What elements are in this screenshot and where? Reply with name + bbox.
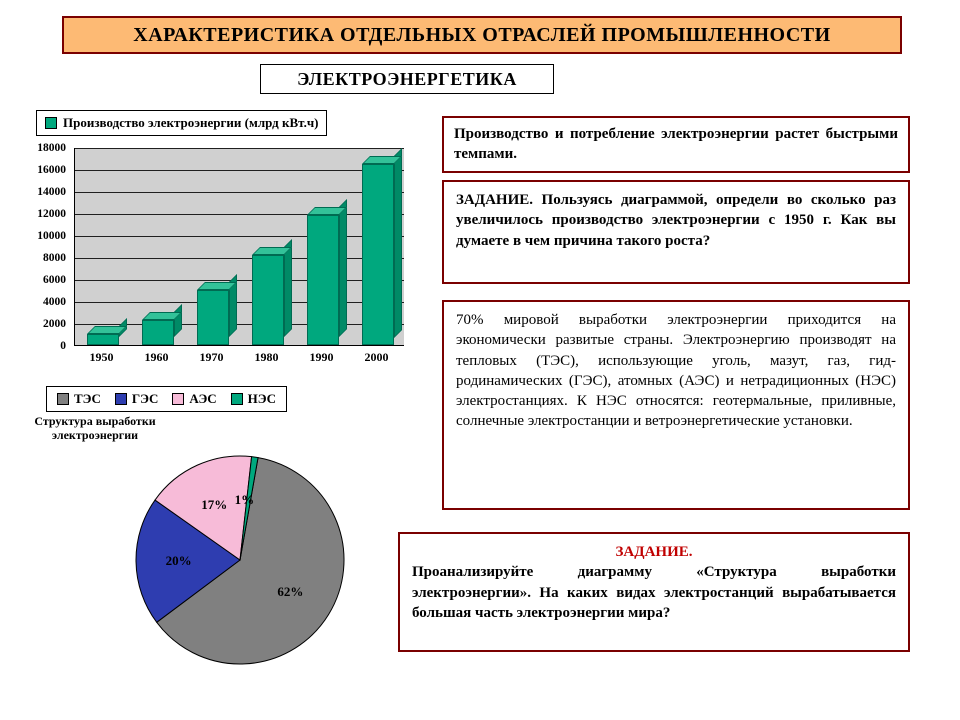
bar xyxy=(142,320,174,345)
intro-text: Производство и потребление электроэнерги… xyxy=(454,126,898,162)
page-header-banner: ХАРАКТЕРИСТИКА ОТДЕЛЬНЫХ ОТРАСЛЕЙ ПРОМЫШ… xyxy=(62,16,902,54)
bar xyxy=(252,255,284,345)
bar xyxy=(362,164,394,346)
pie-legend-swatch xyxy=(231,393,243,405)
pie-slice-label: 1% xyxy=(235,492,255,508)
x-tick-label: 1970 xyxy=(200,350,224,365)
pie-slice-label: 17% xyxy=(201,497,227,513)
y-tick-label: 0 xyxy=(60,340,66,352)
y-tick-label: 18000 xyxy=(37,142,66,154)
pie-legend-item: АЭС xyxy=(172,391,216,407)
task2-label: ЗАДАНИЕ. xyxy=(412,542,896,562)
y-tick-label: 2000 xyxy=(43,318,66,330)
task1-label: ЗАДАНИЕ. xyxy=(456,192,533,208)
pie-legend-label: НЭС xyxy=(248,391,276,407)
task1-text-box: ЗАДАНИЕ. Пользуясь диаграммой, определи … xyxy=(442,180,910,284)
bar xyxy=(87,334,119,345)
pie-legend-item: НЭС xyxy=(231,391,276,407)
pie-slice-label: 20% xyxy=(166,553,192,569)
bar xyxy=(307,215,339,345)
x-tick-label: 1980 xyxy=(255,350,279,365)
y-tick-label: 12000 xyxy=(37,208,66,220)
pie-legend-label: АЭС xyxy=(189,391,216,407)
body-text-box: 70% мировой выработки электроэнергии при… xyxy=(442,300,910,510)
pie-legend-item: ТЭС xyxy=(57,391,101,407)
x-tick-label: 1960 xyxy=(145,350,169,365)
page-subtitle: ЭЛЕКТРОЭНЕРГЕТИКА xyxy=(297,69,517,90)
x-tick-label: 1990 xyxy=(310,350,334,365)
page-subheader: ЭЛЕКТРОЭНЕРГЕТИКА xyxy=(260,64,554,94)
y-tick-label: 16000 xyxy=(37,164,66,176)
bar-chart-x-axis: 1950 1960 1970 1980 1990 2000 xyxy=(74,350,404,370)
pie-legend-label: ТЭС xyxy=(74,391,101,407)
task2-text: Проанализируйте диаграмму «Структура выр… xyxy=(412,562,896,623)
bar xyxy=(197,290,229,345)
intro-text-box: Производство и потребление электроэнерги… xyxy=(442,116,910,173)
pie-chart-svg xyxy=(118,428,362,672)
pie-slice-label: 62% xyxy=(277,584,303,600)
task2-text-box: ЗАДАНИЕ. Проанализируйте диаграмму «Стру… xyxy=(398,532,910,652)
bar-legend-swatch xyxy=(45,117,57,129)
y-tick-label: 10000 xyxy=(37,230,66,242)
x-tick-label: 2000 xyxy=(365,350,389,365)
pie-legend-item: ГЭС xyxy=(115,391,158,407)
pie-legend-swatch xyxy=(57,393,69,405)
bar-chart-plot xyxy=(74,148,404,346)
x-tick-label: 1950 xyxy=(90,350,114,365)
bar-chart-legend: Производство электроэнергии (млрд кВт.ч) xyxy=(36,110,327,136)
body-text: 70% мировой выработки электроэнергии при… xyxy=(456,312,896,429)
pie-legend-label: ГЭС xyxy=(132,391,158,407)
y-tick-label: 6000 xyxy=(43,274,66,286)
y-tick-label: 4000 xyxy=(43,296,66,308)
bar-chart: 0 2000 4000 6000 8000 10000 12000 14000 16000 180… xyxy=(18,144,418,376)
pie-chart: 62% 20% 17% 1% xyxy=(118,428,362,672)
y-tick-label: 8000 xyxy=(43,252,66,264)
page-title: ХАРАКТЕРИСТИКА ОТДЕЛЬНЫХ ОТРАСЛЕЙ ПРОМЫШ… xyxy=(133,24,830,47)
y-tick-label: 14000 xyxy=(37,186,66,198)
pie-legend-swatch xyxy=(115,393,127,405)
pie-chart-legend: ТЭС ГЭС АЭС НЭС xyxy=(46,386,287,412)
bar-legend-label: Производство электроэнергии (млрд кВт.ч) xyxy=(63,115,318,131)
pie-legend-swatch xyxy=(172,393,184,405)
bar-chart-y-axis: 0200040006000800010000120001400016000180… xyxy=(18,148,70,346)
